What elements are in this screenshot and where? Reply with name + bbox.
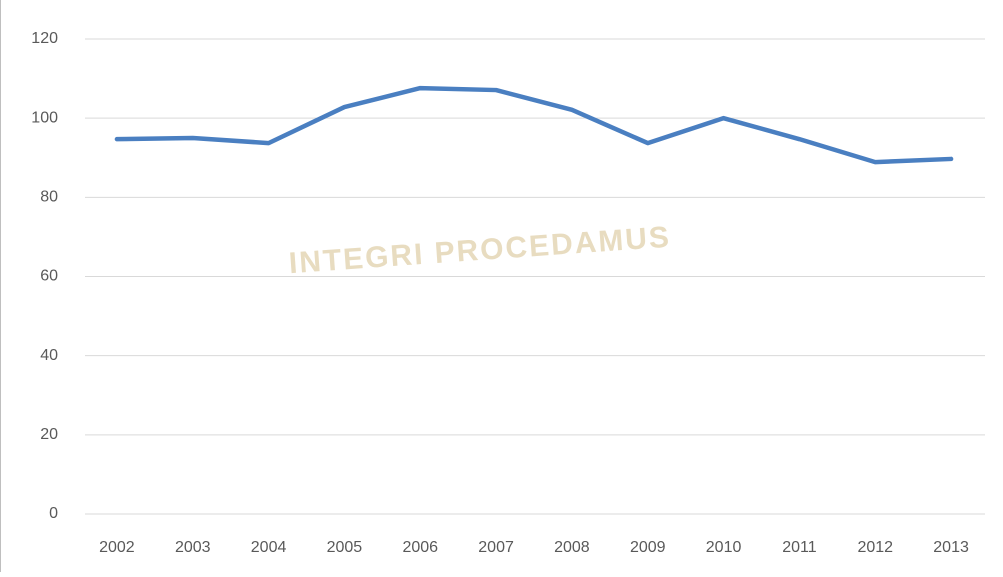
watermark: INTEGRI PROCEDAMUS [288,221,672,281]
x-tick-label: 2005 [327,539,363,556]
data-line [114,85,954,165]
x-tick-label: 2003 [175,539,211,556]
x-tick-label: 2010 [706,539,742,556]
y-tick-label: 60 [40,268,58,285]
x-tick-label: 2006 [402,539,438,556]
y-tick-label: 20 [40,426,58,443]
x-tick-label: 2007 [478,539,514,556]
x-tick-label: 2004 [251,539,287,556]
y-tick-label: 40 [40,347,58,364]
x-tick-label: 2009 [630,539,666,556]
y-tick-label: 80 [40,189,58,206]
x-tick-label: 2002 [99,539,135,556]
x-tick-label: 2011 [782,539,817,556]
y-tick-label: 120 [31,30,58,47]
x-tick-label: 2012 [857,539,893,556]
y-tick-label: 100 [31,109,58,126]
x-tick-label: 2013 [933,539,969,556]
y-tick-label: 0 [49,505,58,522]
x-tick-label: 2008 [554,539,590,556]
